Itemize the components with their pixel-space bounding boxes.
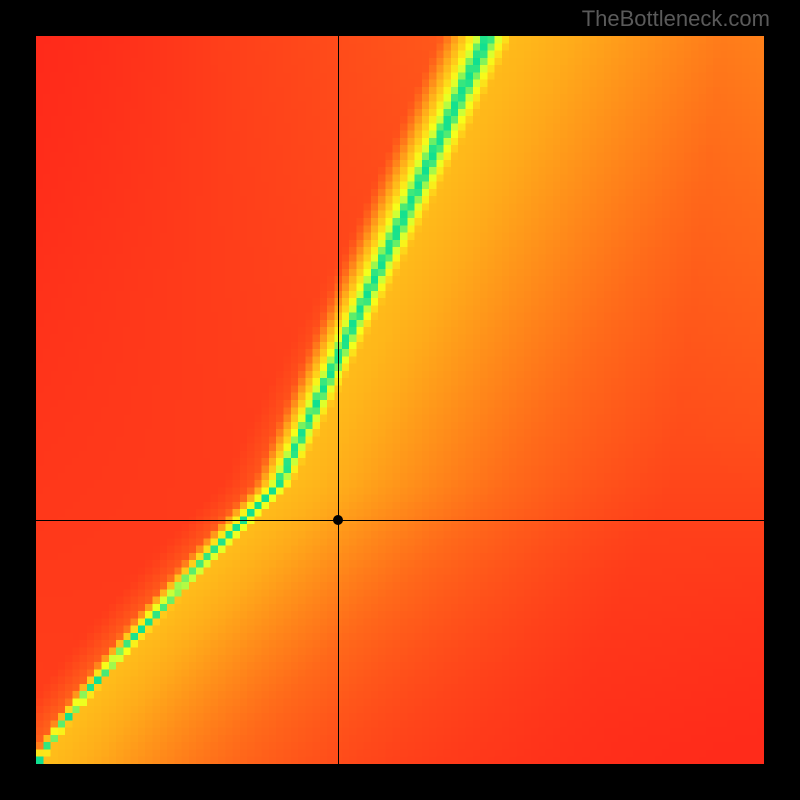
crosshair-vertical xyxy=(338,36,339,764)
marker-dot xyxy=(333,515,343,525)
crosshair-horizontal xyxy=(36,520,764,521)
heatmap-chart xyxy=(36,36,764,764)
watermark-text: TheBottleneck.com xyxy=(582,6,770,32)
heatmap-canvas xyxy=(36,36,764,764)
